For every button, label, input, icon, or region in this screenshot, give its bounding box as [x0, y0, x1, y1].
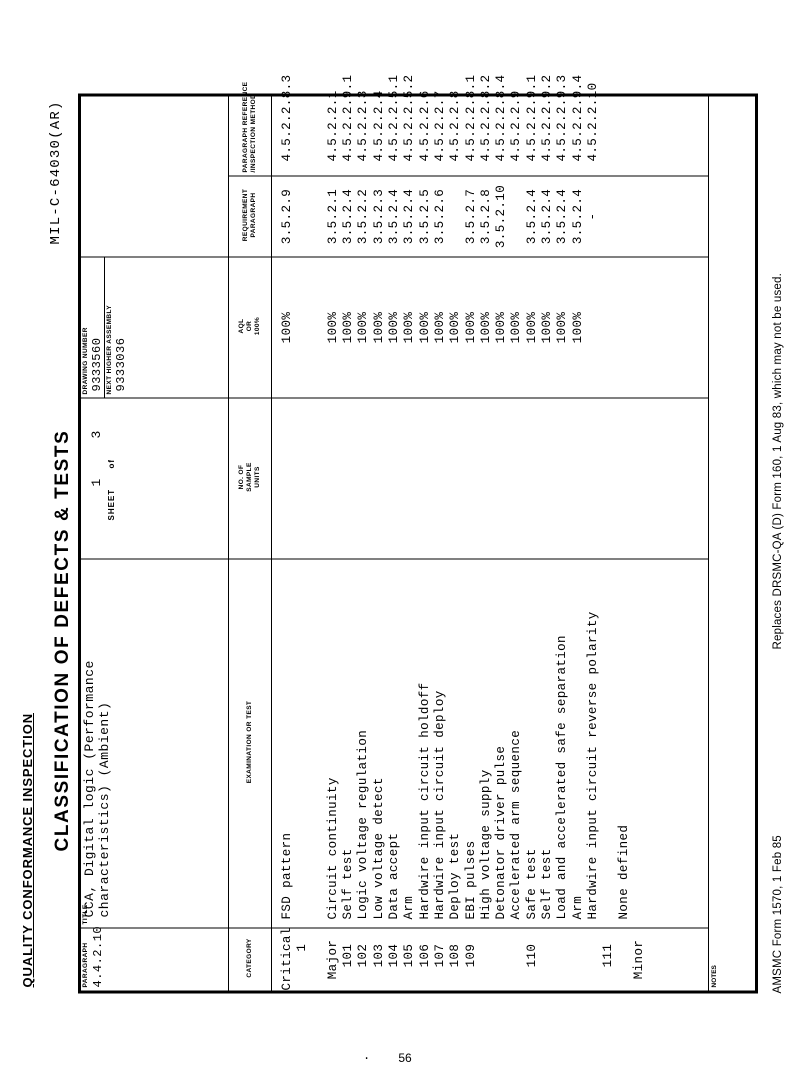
aql-column-text: 100% 100% 100% 100% 100% 100% 100% 100% …	[280, 311, 585, 343]
paragraph-reference-header-label: PARAGRAPH REFERENCE /INSPECTION METHOD	[242, 81, 257, 172]
paragraph-label: PARAGRAPH	[82, 941, 89, 987]
sheet-total: 3	[89, 430, 104, 438]
page-title: CLASSIFICATION OF DEFECTS & TESTS	[52, 429, 73, 851]
paragraph-value: 4.4.2.10	[91, 925, 105, 987]
title-block-row: PARAGRAPH 4.4.2.10 TITLE CCA, Digital lo…	[79, 95, 229, 992]
notes-value	[718, 96, 719, 990]
notes-label: NOTES	[711, 964, 718, 987]
paragraph-reference-column: 4.5.2.2.8.3 4.5.2.2.1 4.5.2.2.9.1 4.5.2.…	[271, 74, 709, 176]
category-column-text: Critical 1 Major 101 102 103 104 105 106…	[280, 926, 646, 990]
col-header-requirement: REQUIREMENT PARAGRAPH	[228, 175, 272, 257]
category-header-label: CATEGORY	[246, 937, 253, 978]
drawing-number-value: 9333560	[90, 337, 104, 391]
quality-conformance-inspection-heading: QUALITY CONFORMANCE INSPECTION	[20, 712, 35, 988]
col-header-examination: EXAMINATION OR TEST	[228, 558, 272, 928]
drawing-number-label: DRAWING NUMBER	[82, 326, 89, 394]
form-id-footer: AMSMC Form 1570, 1 Feb 85	[772, 834, 784, 993]
next-higher-assembly-value: 9333036	[114, 337, 128, 391]
col-header-aql: AQL OR 100%	[228, 256, 272, 398]
paragraph-reference-column-text: 4.5.2.2.8.3 4.5.2.2.1 4.5.2.2.9.1 4.5.2.…	[280, 74, 600, 161]
no-sample-units-column	[271, 397, 709, 559]
classification-table: PARAGRAPH 4.4.2.10 TITLE CCA, Digital lo…	[78, 74, 758, 993]
aql-column: 100% 100% 100% 100% 100% 100% 100% 100% …	[271, 256, 709, 398]
drawing-number-cell: DRAWING NUMBER 9333560 NEXT HIGHER ASSEM…	[79, 256, 229, 398]
page-marker: .	[363, 1049, 371, 1063]
sheet-cell: SHEET of 1 3	[79, 397, 229, 559]
requirement-column-text: 3.5.2.9 3.5.2.1 3.5.2.4 3.5.2.2 3.5.2.3 …	[280, 184, 600, 248]
spec-number: MIL-C-64030(AR)	[48, 99, 64, 244]
col-header-paragraph-reference: PARAGRAPH REFERENCE /INSPECTION METHOD	[228, 81, 272, 176]
category-column: Critical 1 Major 101 102 103 104 105 106…	[271, 926, 709, 992]
next-higher-assembly-label: NEXT HIGHER ASSEMBLY	[106, 304, 113, 394]
page-number: 56	[398, 1051, 412, 1065]
title-cell: TITLE CCA, Digital logic (Performance ch…	[79, 558, 229, 928]
aql-header-label: AQL OR 100%	[238, 316, 261, 335]
sheet-of-label: of	[107, 458, 116, 468]
notes-row: NOTES	[708, 94, 757, 992]
table-body-row: Critical 1 Major 101 102 103 104 105 106…	[271, 74, 709, 992]
sheet-number: 1	[89, 478, 104, 486]
column-header-row: CATEGORY EXAMINATION OR TEST NO. OF SAMP…	[228, 81, 272, 992]
notes-cell: NOTES	[708, 94, 757, 992]
no-sample-units-header-label: NO. OF SAMPLE UNITS	[238, 461, 261, 492]
examination-column: FSD pattern Circuit continuity Self test…	[271, 558, 709, 928]
col-header-category: CATEGORY	[228, 927, 272, 992]
paragraph-cell: PARAGRAPH 4.4.2.10	[79, 925, 229, 992]
requirement-column: 3.5.2.9 3.5.2.1 3.5.2.4 3.5.2.2 3.5.2.3 …	[271, 175, 709, 257]
sheet-label: SHEET	[107, 488, 116, 520]
col-header-no-sample-units: NO. OF SAMPLE UNITS	[228, 397, 272, 559]
examination-column-text: FSD pattern Circuit continuity Self test…	[280, 610, 631, 919]
examination-header-label: EXAMINATION OR TEST	[246, 700, 253, 783]
replaces-footer: Replaces DRSMC-QA (D) Form 160, 1 Aug 83…	[772, 272, 784, 649]
requirement-header-label: REQUIREMENT PARAGRAPH	[242, 188, 257, 241]
title-value: CCA, Digital logic (Performance characte…	[82, 659, 112, 917]
